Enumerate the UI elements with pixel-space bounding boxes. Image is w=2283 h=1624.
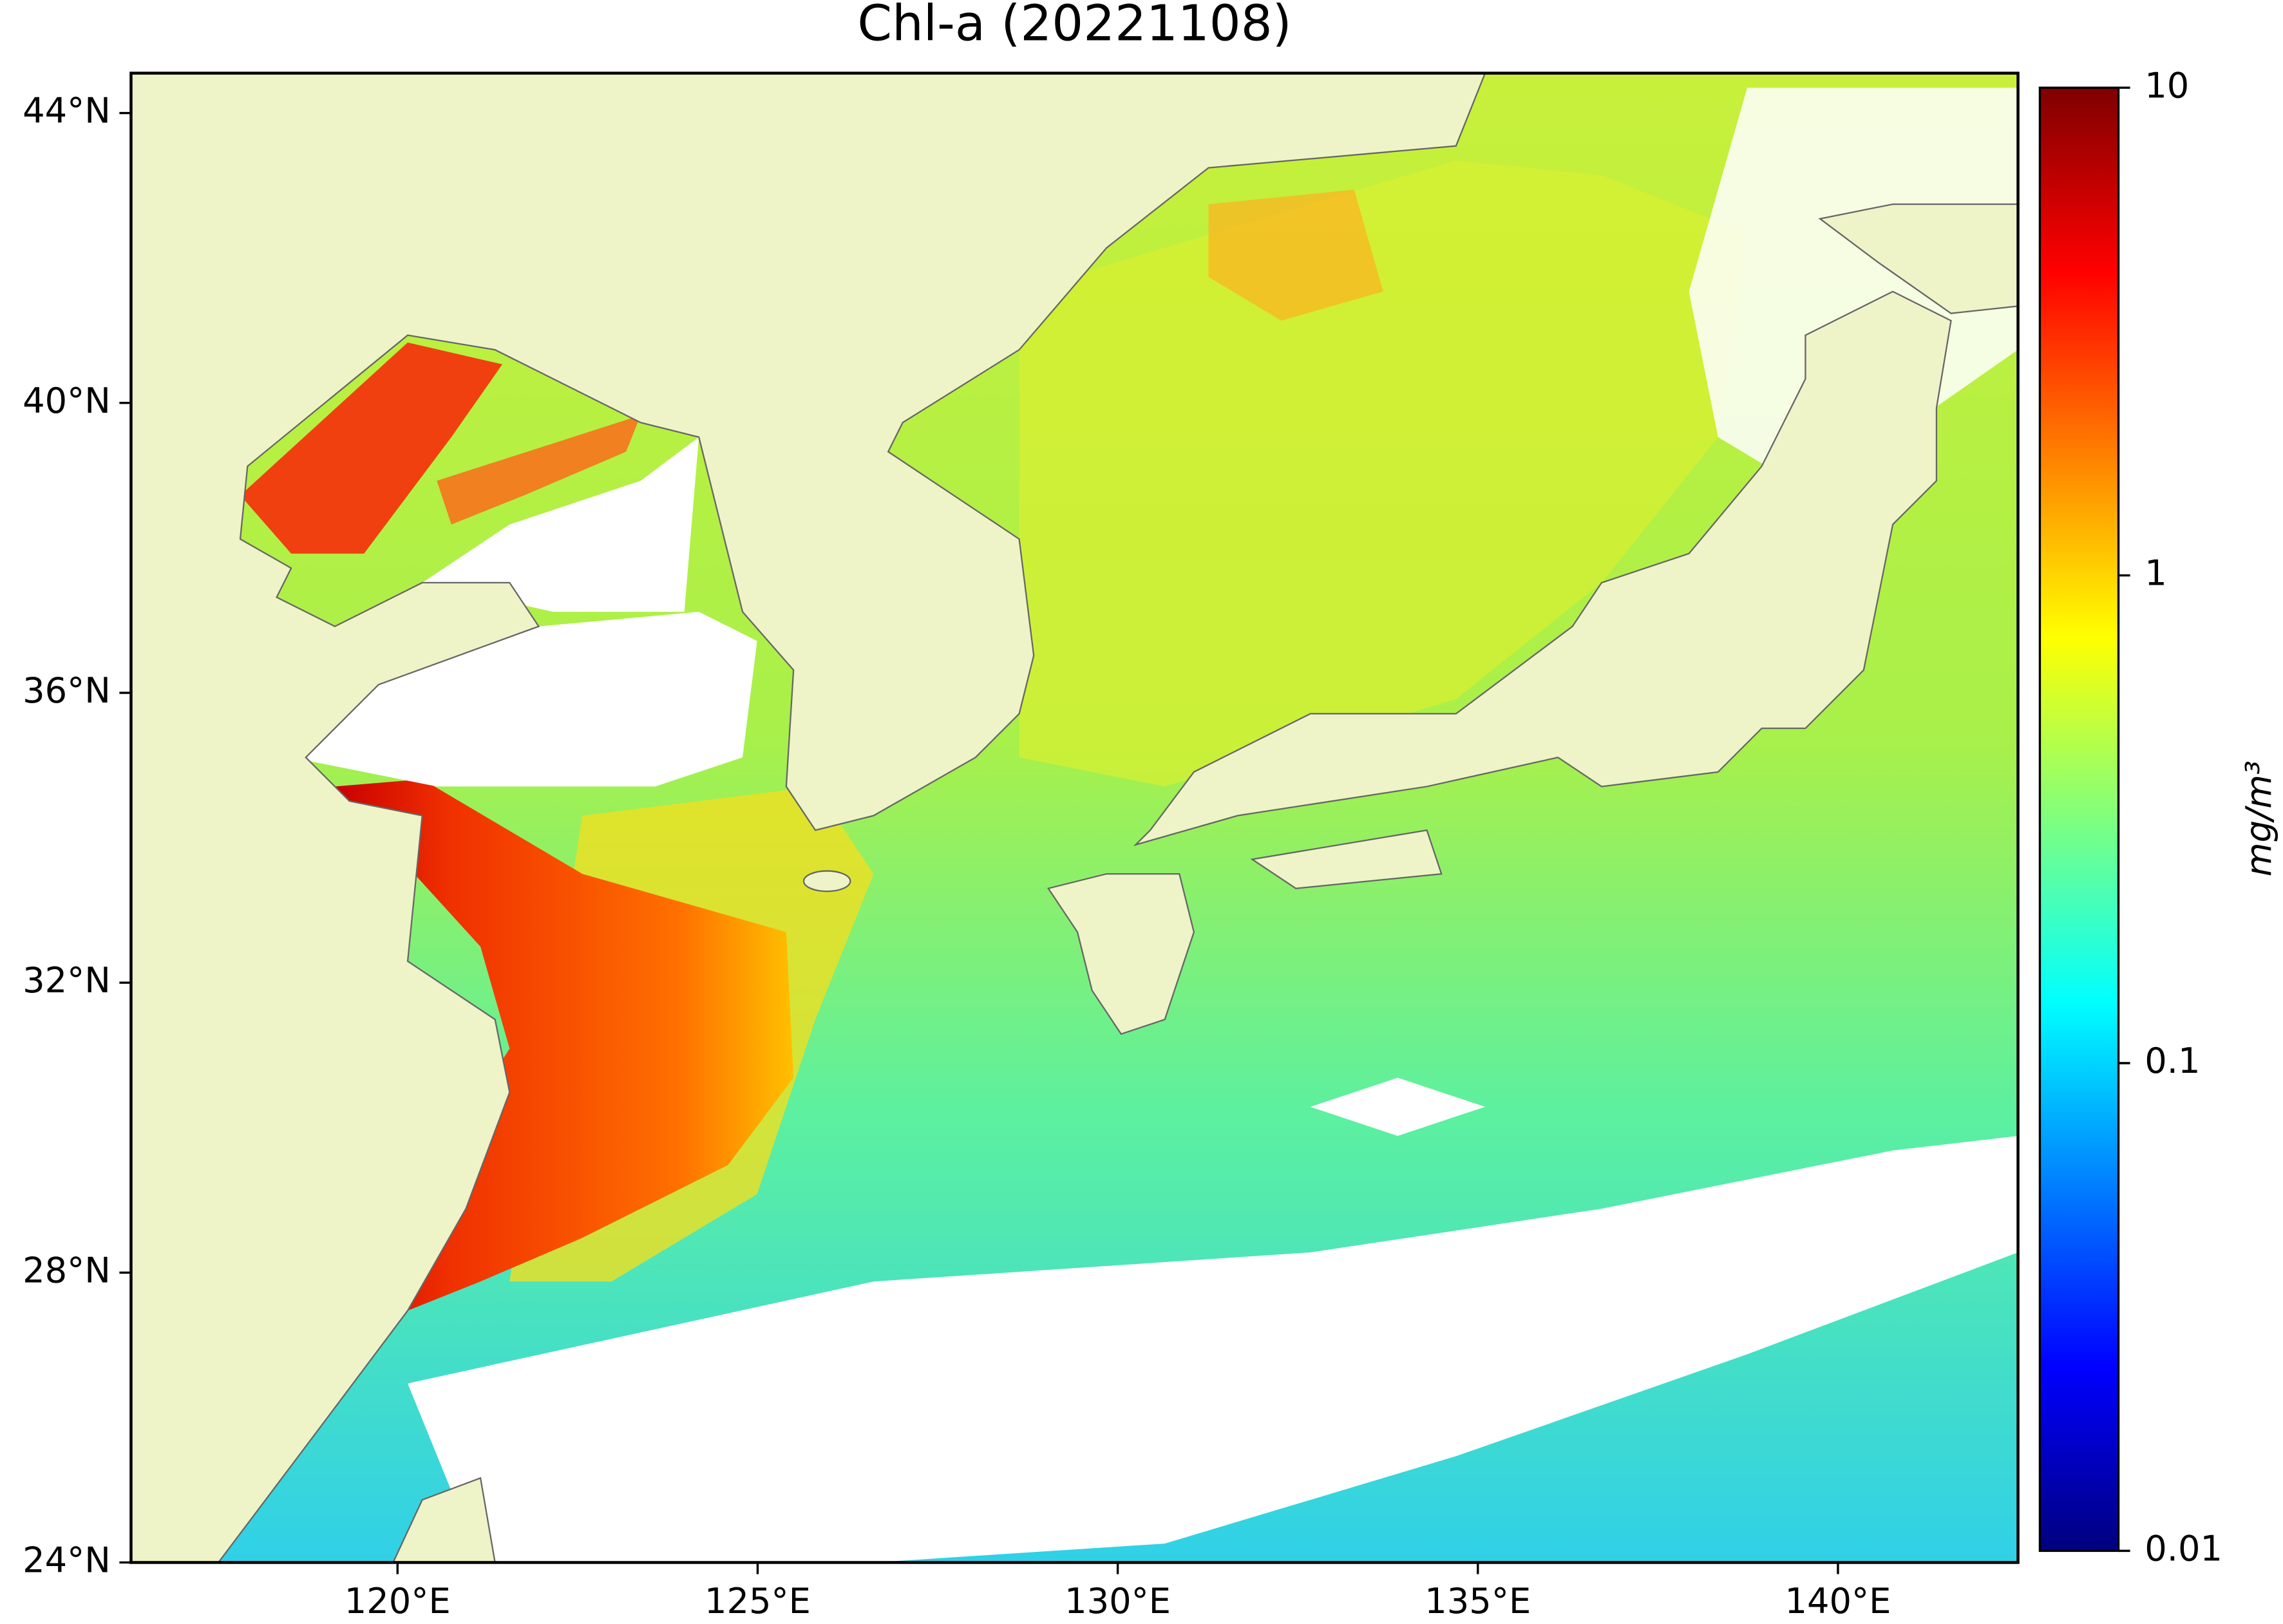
x-tick-label: 140°E: [1785, 1581, 1891, 1621]
taiwan: [392, 1477, 496, 1563]
cloud: [291, 582, 757, 787]
x-tick-label: 135°E: [1425, 1581, 1531, 1621]
colorbar: [2038, 86, 2120, 1553]
honshu: [1133, 290, 1952, 847]
orange-region: [1208, 189, 1383, 321]
bohai-plume: [240, 342, 502, 554]
colorbar-tick-label: 1: [2145, 553, 2167, 594]
colorbar-tick-label: 0.1: [2145, 1041, 2200, 1081]
cloud: [422, 437, 699, 612]
cloud: [1310, 1077, 1486, 1137]
kyushu: [1047, 873, 1195, 1035]
y-tick-label: 24°N: [23, 1540, 111, 1581]
map: [131, 73, 2018, 1563]
x-tick-label: 120°E: [345, 1581, 451, 1621]
y-tick-label: 36°N: [23, 670, 111, 711]
continent: [131, 73, 1486, 1563]
liaodong-plume: [437, 415, 641, 525]
cloud: [408, 1136, 2018, 1563]
shikoku: [1250, 829, 1443, 889]
colorbar-label: mg/m³: [2239, 760, 2279, 876]
yellow-region: [1019, 160, 1748, 787]
colorbar-tick-label: 0.01: [2145, 1529, 2222, 1569]
map-frame: [129, 71, 2020, 1564]
colorbar-tick-label: 10: [2145, 65, 2189, 106]
chart-title: Chl-a (20221108): [857, 0, 1291, 52]
x-tick-label: 125°E: [705, 1581, 811, 1621]
y-tick-label: 28°N: [23, 1250, 111, 1290]
x-tick-label: 130°E: [1065, 1581, 1171, 1621]
hokkaido: [1818, 203, 2018, 314]
y-tick-label: 40°N: [23, 381, 111, 421]
y-tick-label: 32°N: [23, 960, 111, 1001]
jeju: [802, 870, 851, 892]
y-tick-label: 44°N: [23, 91, 111, 131]
